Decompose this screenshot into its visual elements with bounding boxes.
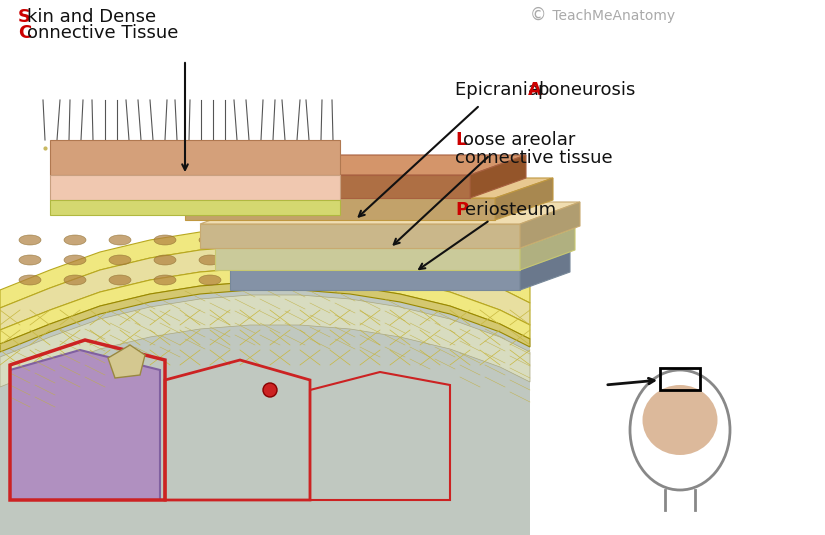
Text: connective tissue: connective tissue: [455, 149, 613, 167]
Text: kin and Dense: kin and Dense: [27, 8, 162, 26]
PathPatch shape: [230, 252, 570, 270]
PathPatch shape: [50, 200, 340, 215]
Ellipse shape: [379, 275, 401, 285]
PathPatch shape: [0, 295, 530, 387]
PathPatch shape: [200, 202, 580, 224]
Ellipse shape: [244, 275, 266, 285]
Text: ©: ©: [530, 6, 546, 24]
PathPatch shape: [0, 290, 530, 535]
Text: L: L: [455, 131, 466, 149]
Ellipse shape: [379, 255, 401, 265]
Ellipse shape: [469, 275, 491, 285]
Text: poneurosis: poneurosis: [537, 81, 635, 99]
Ellipse shape: [379, 235, 401, 245]
PathPatch shape: [50, 175, 340, 200]
Ellipse shape: [334, 275, 356, 285]
Text: Epicranial: Epicranial: [455, 81, 550, 99]
Ellipse shape: [199, 275, 221, 285]
Ellipse shape: [643, 385, 718, 455]
Text: S: S: [18, 8, 31, 26]
PathPatch shape: [10, 350, 160, 500]
Ellipse shape: [64, 275, 86, 285]
Ellipse shape: [109, 275, 131, 285]
Ellipse shape: [109, 235, 131, 245]
PathPatch shape: [170, 175, 470, 198]
Ellipse shape: [199, 235, 221, 245]
PathPatch shape: [200, 224, 520, 248]
Text: TeachMeAnatomy: TeachMeAnatomy: [548, 9, 675, 23]
Ellipse shape: [154, 255, 176, 265]
PathPatch shape: [0, 228, 530, 308]
Ellipse shape: [244, 235, 266, 245]
PathPatch shape: [0, 265, 530, 535]
Ellipse shape: [289, 275, 311, 285]
PathPatch shape: [185, 178, 553, 198]
PathPatch shape: [215, 248, 520, 270]
PathPatch shape: [50, 140, 340, 175]
Ellipse shape: [19, 255, 41, 265]
Bar: [660, 368, 700, 390]
Ellipse shape: [109, 255, 131, 265]
PathPatch shape: [215, 228, 575, 248]
PathPatch shape: [185, 198, 495, 220]
Ellipse shape: [199, 255, 221, 265]
PathPatch shape: [470, 155, 526, 198]
Ellipse shape: [154, 275, 176, 285]
Text: P: P: [455, 201, 468, 219]
PathPatch shape: [0, 282, 530, 352]
PathPatch shape: [170, 155, 526, 175]
Text: oose areolar: oose areolar: [463, 131, 575, 149]
PathPatch shape: [520, 252, 570, 290]
Text: onnective Tissue: onnective Tissue: [27, 24, 178, 42]
Ellipse shape: [19, 235, 41, 245]
Ellipse shape: [424, 255, 446, 265]
PathPatch shape: [108, 345, 145, 378]
Text: eriosteum: eriosteum: [465, 201, 556, 219]
Ellipse shape: [64, 235, 86, 245]
Ellipse shape: [64, 255, 86, 265]
PathPatch shape: [495, 178, 553, 220]
PathPatch shape: [0, 268, 530, 344]
PathPatch shape: [0, 246, 530, 330]
Circle shape: [263, 383, 277, 397]
PathPatch shape: [520, 202, 580, 248]
Text: A: A: [528, 81, 542, 99]
Ellipse shape: [424, 275, 446, 285]
PathPatch shape: [520, 228, 575, 270]
Ellipse shape: [469, 255, 491, 265]
Ellipse shape: [334, 235, 356, 245]
PathPatch shape: [230, 270, 520, 290]
Ellipse shape: [154, 235, 176, 245]
Ellipse shape: [289, 255, 311, 265]
Ellipse shape: [334, 255, 356, 265]
Ellipse shape: [289, 235, 311, 245]
Ellipse shape: [244, 255, 266, 265]
Text: C: C: [18, 24, 31, 42]
Ellipse shape: [19, 275, 41, 285]
Ellipse shape: [424, 235, 446, 245]
Ellipse shape: [469, 235, 491, 245]
